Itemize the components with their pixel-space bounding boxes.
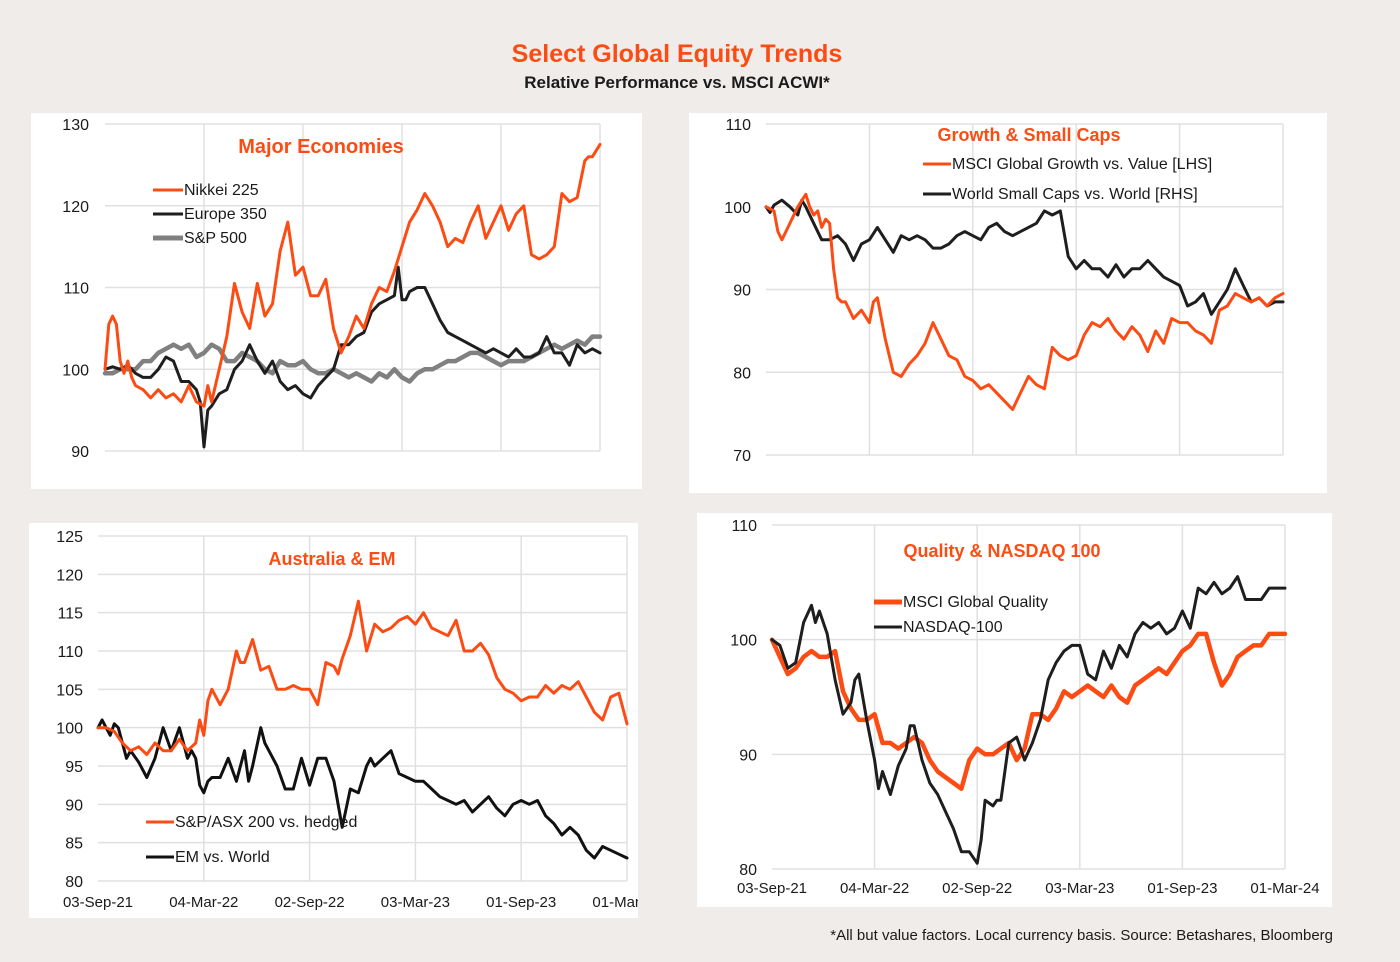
y-tick-label: 70 [733,448,751,465]
y-tick-label: 125 [56,529,83,546]
chart-panel-australia-em: 80 85 90 95 100 105 110 115 120 125 03-Sep-21 04-Ma… [29,523,638,918]
quality-nasdaq-chart: 80 90 100 110 03-Sep-21 04-Mar-22 02-Sep-22 03-… [730,518,1319,897]
x-tick-label: 03-Sep-21 [737,880,807,897]
series-line-msci-global-quality [769,631,1288,791]
chart-title: Australia & EM [268,549,395,569]
y-tick-label: 80 [65,874,83,891]
chart-panel-quality-nasdaq: 80 90 100 110 03-Sep-21 04-Mar-22 02-Sep-22 03-… [697,513,1332,907]
legend-label: Nikkei 225 [184,182,259,199]
y-tick-label: 90 [71,444,89,461]
series-line-nasdaq-100 [770,575,1287,865]
y-tick-label: 80 [733,365,751,382]
y-tick-label: 110 [725,117,751,134]
legend-label: S&P/ASX 200 vs. hedged [175,814,357,831]
australia-em-chart: 80 85 90 95 100 105 110 115 120 125 03-Sep-21 04-Ma… [56,529,638,911]
y-tick-label: 115 [57,606,83,623]
legend-label: S&P 500 [184,230,247,247]
y-tick-label: 110 [63,281,89,298]
chart-panel-growth-small-caps: 70 80 90 100 110 Growth & Small Caps MSCI Glob… [689,113,1327,493]
x-tick-label: 01-Mar-24 [592,894,638,911]
y-tick-label: 90 [733,283,751,300]
growth-small-caps-chart: 70 80 90 100 110 Growth & Small Caps MSCI Glob… [724,117,1285,465]
legend-label: World Small Caps vs. World [RHS] [952,186,1198,203]
series-line-em-vs-world [96,718,629,860]
y-tick-label: 130 [62,117,89,134]
y-tick-label: 80 [739,862,757,879]
legend-label: EM vs. World [175,849,270,866]
x-tick-label: 03-Sep-21 [63,894,133,911]
y-tick-label: 85 [65,836,83,853]
series-line-msci-global-growth-vs-value-lhs [764,192,1285,411]
y-tick-label: 100 [56,721,83,738]
main-subtitle: Relative Performance vs. MSCI ACWI* [524,73,830,92]
chart-title: Major Economies [238,136,404,158]
series-line-s-p-500 [102,334,603,384]
y-tick-label: 110 [731,518,757,535]
x-tick-label: 01-Sep-23 [486,894,556,911]
series-line-europe-350 [103,265,602,449]
main-title: Select Global Equity Trends [511,40,843,68]
legend-label: NASDAQ-100 [903,619,1003,636]
y-tick-label: 90 [65,797,83,814]
x-tick-label: 01-Mar-24 [1250,880,1319,897]
y-tick-label: 120 [62,199,89,216]
x-tick-label: 03-Mar-23 [381,894,450,911]
series-line-nikkei-225 [103,142,602,408]
y-tick-label: 95 [65,759,83,776]
chart-title: Growth & Small Caps [937,125,1120,145]
legend-label: MSCI Global Growth vs. Value [LHS] [952,156,1212,173]
x-tick-label: 03-Mar-23 [1045,880,1114,897]
chart-title: Quality & NASDAQ 100 [903,541,1100,561]
legend-label: Europe 350 [184,206,267,223]
footnote: *All but value factors. Local currency b… [830,927,1333,944]
y-tick-label: 100 [62,362,89,379]
x-tick-label: 02-Sep-22 [942,880,1012,897]
legend-label: MSCI Global Quality [903,594,1048,611]
series-line-s-p-asx-200-vs-hedged [96,599,629,756]
chart-panel-major-economies: 90 100 110 120 130 Major Economies Nikkei 225 E… [31,113,642,489]
y-tick-label: 120 [56,567,83,584]
x-tick-label: 04-Mar-22 [840,880,909,897]
x-tick-label: 02-Sep-22 [275,894,345,911]
y-tick-label: 110 [57,644,83,661]
y-tick-label: 100 [730,633,757,650]
y-tick-label: 105 [56,682,83,699]
y-tick-label: 100 [724,200,751,217]
series-line-world-small-caps-vs-world-rhs [764,198,1285,316]
x-tick-label: 01-Sep-23 [1147,880,1217,897]
y-tick-label: 90 [739,747,757,764]
x-tick-label: 04-Mar-22 [169,894,238,911]
major-economies-chart: 90 100 110 120 130 Major Economies Nikkei 225 E… [62,117,603,461]
